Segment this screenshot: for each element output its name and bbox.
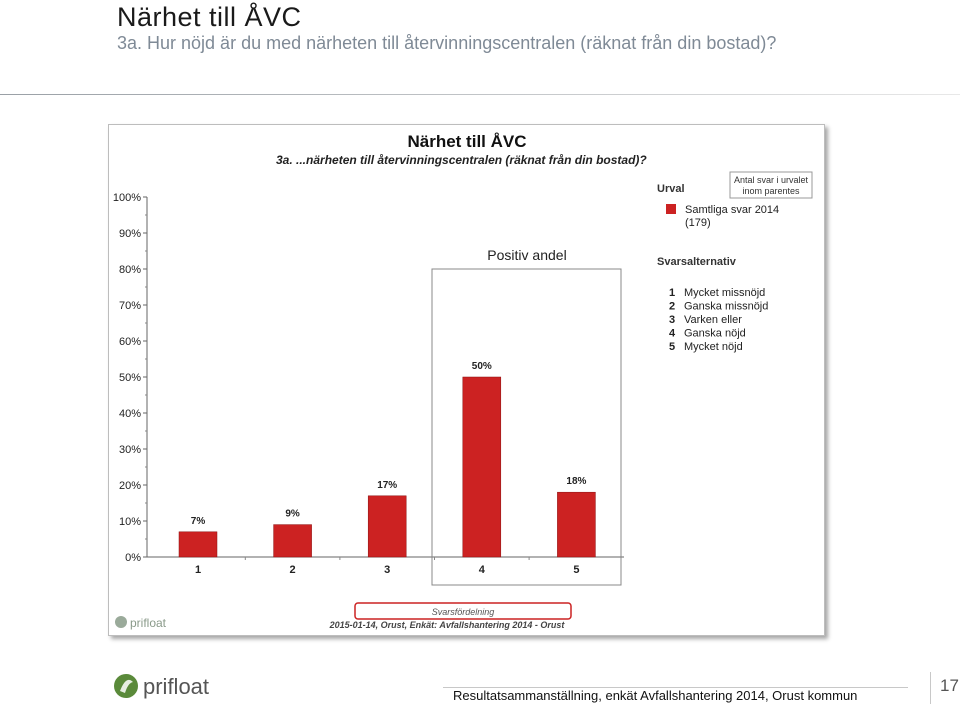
bar-1 [178,531,218,558]
y-tick-label: 20% [119,480,141,492]
answer-label: Mycket missnöjd [684,287,765,299]
prifloat-logo-text: prifloat [143,674,209,699]
inner-logo-icon [115,616,127,628]
legend-note-line1: Antal svar i urvalet [734,175,809,185]
header-divider [0,94,960,95]
answer-number: 3 [669,314,675,326]
answer-number: 2 [669,301,675,313]
inner-logo: prifloat [115,616,167,630]
chart-frame: Närhet till ÅVC 3a. ...närheten till åte… [108,124,825,636]
x-tick-label: 5 [573,564,579,576]
footer-divider [443,687,908,688]
legend-note-line2: inom parentes [742,186,800,196]
answer-number: 1 [669,287,675,299]
chart-title: Närhet till ÅVC [407,132,526,151]
y-tick-label: 70% [119,300,141,312]
bar-value-label: 50% [472,361,492,372]
bar-4 [462,376,502,558]
legend-note-box [729,171,813,199]
y-tick-label: 30% [119,444,141,456]
answer-label: Mycket nöjd [684,341,743,353]
prifloat-logo: prifloat [114,674,209,699]
bar-value-label: 9% [285,509,300,520]
x-tick-label: 2 [290,564,296,576]
page-number: 17 [940,676,959,695]
x-tick-label: 4 [479,564,486,576]
bar-value-label: 17% [377,480,397,491]
y-tick-label: 10% [119,516,141,528]
highlight-box [431,268,622,586]
chart-subtitle: 3a. ...närheten till återvinningscentral… [276,153,647,167]
y-tick-label: 0% [125,552,141,564]
answer-label: Ganska nöjd [684,328,746,340]
bar-value-label: 18% [566,476,586,487]
x-tick-label: 1 [195,564,201,576]
y-tick-label: 90% [119,228,141,240]
y-tick-label: 60% [119,336,141,348]
legend-series-count: (179) [685,217,711,229]
page-number-divider [930,672,931,704]
y-tick-label: 80% [119,264,141,276]
x-axis-label: Svarsfördelning [432,607,495,617]
legend-heading: Urval [657,183,685,195]
y-tick-label: 100% [113,192,141,204]
bars-group [178,376,596,558]
page-title: Närhet till ÅVC [117,2,302,32]
chart-source: 2015-01-14, Orust, Enkät: Avfallshanteri… [329,620,566,630]
bar-5 [557,491,596,558]
bar-labels-group: 7% 9% 17% 50% 18% [191,361,587,527]
x-axis-ticks: 1 2 3 4 5 [195,557,579,576]
x-label-box [354,602,572,620]
page-subtitle: 3a. Hur nöjd är du med närheten till åte… [117,33,777,53]
inner-logo-text: prifloat [130,616,167,630]
answer-label: Ganska missnöjd [684,301,768,313]
answers-heading: Svarsalternativ [657,256,737,268]
x-tick-label: 3 [384,564,390,576]
answer-label: Varken eller [684,314,742,326]
answer-number: 5 [669,341,675,353]
answer-number: 4 [669,328,676,340]
bar-2 [273,524,312,558]
bar-value-label: 7% [191,516,206,527]
bar-3 [367,495,407,558]
y-tick-label: 50% [119,372,141,384]
bar-chart: Närhet till ÅVC 3a. ...närheten till åte… [113,132,813,630]
highlight-label: Positiv andel [487,247,566,263]
y-axis-ticks: 0% 10% 20% 30% 40% 50% 60% 70% 80% 90% 100% [113,192,147,564]
answer-list: 1 Mycket missnöjd 2 Ganska missnöjd 3 Varken … [669,287,768,353]
legend-series-name: Samtliga svar 2014 [685,204,779,216]
footer-text: Resultatsammanställning, enkät Avfallsha… [453,688,858,703]
y-tick-label: 40% [119,408,141,420]
legend-swatch [666,204,676,214]
